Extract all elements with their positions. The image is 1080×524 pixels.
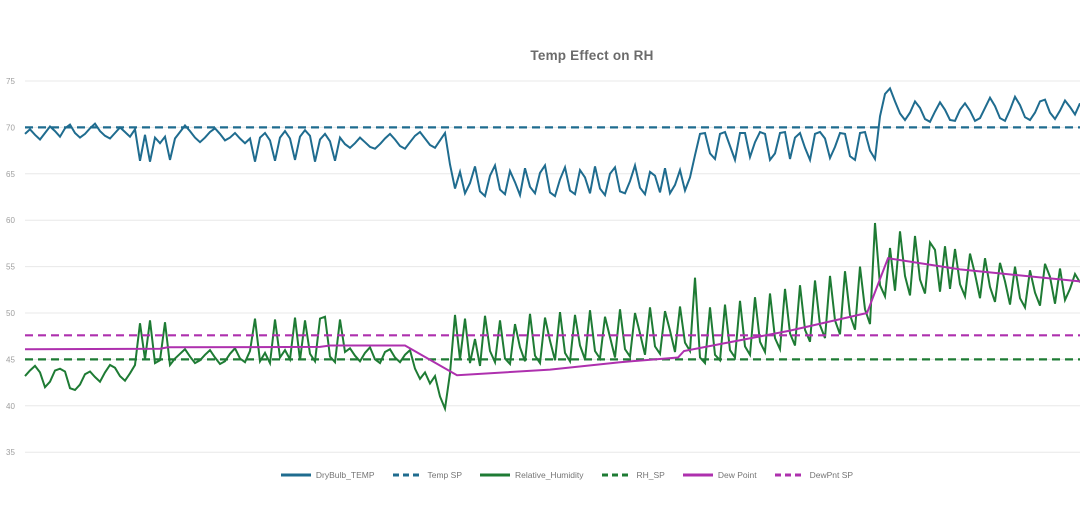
legend-swatch-dashed-icon: [601, 473, 632, 477]
y-tick-label-60: 60: [6, 216, 15, 225]
legend-label: Relative_Humidity: [515, 470, 584, 480]
series-line-relative-humidity: [24, 222, 1080, 413]
legend-swatch-dashed-icon: [774, 473, 805, 477]
legend-label: RH_SP: [636, 470, 665, 480]
legend-swatch-solid-icon: [682, 473, 713, 477]
y-tick-label-65: 65: [6, 170, 15, 179]
legend-item-rh-sp[interactable]: RH_SP: [601, 470, 665, 480]
y-tick-label-35: 35: [6, 448, 15, 457]
legend: DryBulb_TEMP Temp SP Relative_Humidity RH_S…: [0, 470, 1080, 480]
chart-title: Temp Effect on RH: [530, 48, 654, 63]
legend-items: DryBulb_TEMP Temp SP Relative_Humidity RH_S…: [280, 470, 854, 480]
legend-item-dew-point[interactable]: Dew Point: [682, 470, 757, 480]
y-tick-label-50: 50: [6, 309, 15, 318]
legend-swatch-solid-icon: [480, 473, 510, 477]
y-tick-label-55: 55: [6, 263, 15, 272]
legend-swatch-dashed-icon: [392, 473, 423, 477]
legend-item-drybulb-temp[interactable]: DryBulb_TEMP: [280, 470, 375, 480]
y-tick-label-45: 45: [6, 355, 15, 364]
legend-label: Dew Point: [717, 470, 757, 480]
legend-item-dewpnt-sp[interactable]: DewPnt SP: [774, 470, 854, 480]
series-line-drybulb-temp: [24, 86, 1080, 199]
y-tick-label-75: 75: [6, 77, 15, 86]
series-line-dew-point: [24, 257, 1080, 377]
y-tick-label-40: 40: [6, 402, 15, 411]
legend-label: Temp SP: [427, 470, 463, 480]
legend-item-relative-humidity[interactable]: Relative_Humidity: [480, 470, 584, 480]
y-tick-label-70: 70: [6, 123, 15, 132]
legend-label: DryBulb_TEMP: [315, 470, 375, 480]
legend-swatch-solid-icon: [280, 473, 311, 477]
legend-label: DewPnt SP: [809, 470, 854, 480]
legend-item-temp-sp[interactable]: Temp SP: [392, 470, 463, 480]
